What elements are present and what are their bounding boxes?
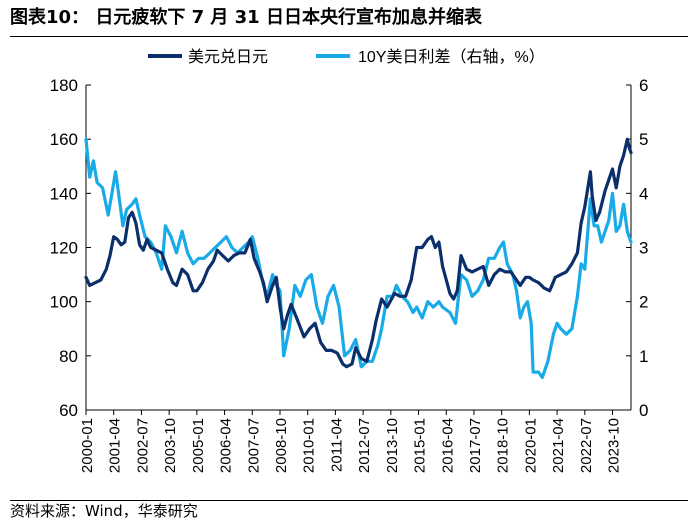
x-tick-label: 2001-04 xyxy=(107,418,124,473)
x-tick-label: 2002-07 xyxy=(134,418,151,473)
x-tick-label: 2003-10 xyxy=(162,418,179,473)
x-tick-label: 2007-07 xyxy=(245,418,262,473)
x-tick-label: 2018-10 xyxy=(495,418,512,473)
spread-series-line xyxy=(84,137,633,380)
x-tick-label: 2022-07 xyxy=(578,418,595,473)
x-tick-label: 2020-01 xyxy=(522,418,539,473)
x-tick-label: 2017-07 xyxy=(467,418,484,473)
x-tick-label: 2012-07 xyxy=(356,418,373,473)
x-tick-label: 2005-01 xyxy=(190,418,207,473)
x-tick-label: 2021-04 xyxy=(550,418,567,473)
legend-usdjpy-label: 美元兑日元 xyxy=(188,48,268,66)
x-tick-label: 2006-04 xyxy=(218,418,235,473)
left-tick-label: 60 xyxy=(59,401,78,420)
x-tick-label: 2015-01 xyxy=(412,418,429,473)
x-tick-label: 2016-04 xyxy=(439,418,456,473)
left-tick-label: 140 xyxy=(50,184,78,203)
left-tick-label: 160 xyxy=(50,130,78,149)
right-tick-label: 4 xyxy=(639,184,648,203)
right-tick-label: 2 xyxy=(639,293,648,312)
usdjpy-series-line xyxy=(84,137,633,369)
source-note: 资料来源：Wind，华泰研究 xyxy=(10,502,198,520)
left-tick-label: 180 xyxy=(50,76,78,95)
chart-axes: 60 80 100 120 140 160 180 0 1 2 3 4 5 6 2000-01 2001-04… xyxy=(50,76,649,473)
x-tick-label: 2008-10 xyxy=(273,418,290,473)
x-tick-label: 2000-01 xyxy=(79,418,96,473)
x-tick-label: 2011-04 xyxy=(328,418,345,472)
title-divider xyxy=(10,36,688,37)
right-tick-label: 6 xyxy=(639,76,648,95)
right-tick-label: 3 xyxy=(639,239,648,258)
x-tick-label: 2013-10 xyxy=(384,418,401,473)
chart-title: 图表10： 日元疲软下 7 月 31 日日本央行宣布加息并缩表 xyxy=(10,7,482,28)
plot-area xyxy=(84,137,633,380)
right-tick-label: 1 xyxy=(639,347,648,366)
x-tick-label: 2023-10 xyxy=(606,418,623,473)
line-chart: 美元兑日元 10Y美日利差（右轴，%） 60 80 100 120 140 160 180 0 1… xyxy=(50,48,649,473)
chart-legend: 美元兑日元 10Y美日利差（右轴，%） xyxy=(148,48,545,66)
left-tick-label: 100 xyxy=(50,293,78,312)
right-tick-label: 0 xyxy=(639,401,648,420)
left-tick-label: 80 xyxy=(59,347,78,366)
left-tick-label: 120 xyxy=(50,239,78,258)
footer-divider xyxy=(10,500,688,501)
x-tick-label: 2010-01 xyxy=(301,418,318,473)
right-tick-label: 5 xyxy=(639,130,648,149)
legend-spread-label: 10Y美日利差（右轴，%） xyxy=(358,48,545,66)
